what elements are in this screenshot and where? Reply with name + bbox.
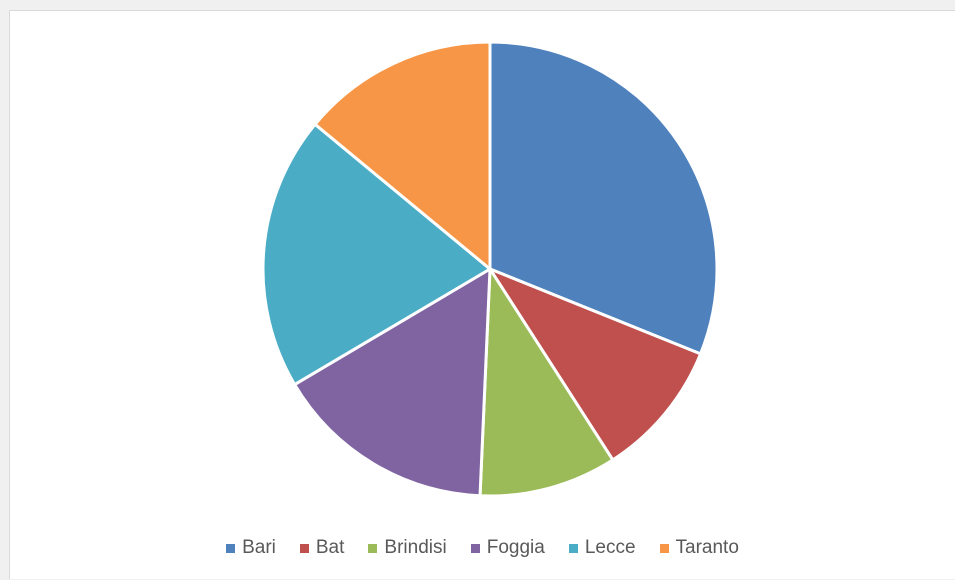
legend-label: Bat: [315, 537, 345, 558]
legend-label: Brindisi: [384, 537, 447, 558]
legend-swatch: [368, 543, 378, 553]
legend-entry-bari: Bari: [226, 537, 276, 559]
pie-slice-bat: [488, 267, 703, 462]
legend-label: Foggia: [486, 537, 545, 558]
pie-slice-bari: [488, 40, 719, 356]
pie-slice-lecce: [261, 122, 492, 387]
legend-label: Lecce: [584, 537, 636, 558]
pie-slice-foggia: [293, 267, 492, 498]
legend-swatch: [470, 543, 480, 553]
pie-slice-taranto: [313, 40, 492, 271]
legend-label: Taranto: [675, 537, 739, 558]
chart-area: Bari Bat Brindisi Foggia Lecce Taranto: [9, 10, 955, 579]
legend-entry-lecce: Lecce: [568, 537, 636, 559]
pie-slice-brindisi: [478, 267, 615, 498]
legend-swatch: [226, 543, 236, 553]
legend-swatch: [299, 543, 309, 553]
legend-entry-foggia: Foggia: [470, 537, 545, 559]
legend-label: Bari: [242, 537, 276, 558]
legend-entry-taranto: Taranto: [659, 537, 739, 559]
legend-entry-bat: Bat: [299, 537, 345, 559]
legend-swatch: [568, 543, 578, 553]
pie-chart: [261, 40, 719, 498]
legend-swatch: [659, 543, 669, 553]
legend-entry-brindisi: Brindisi: [368, 537, 447, 559]
legend: Bari Bat Brindisi Foggia Lecce Taranto: [10, 537, 955, 559]
